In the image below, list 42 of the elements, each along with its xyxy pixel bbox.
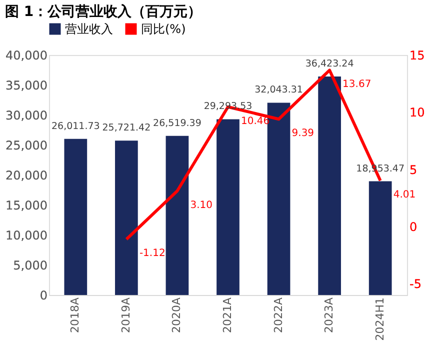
bar <box>216 119 240 295</box>
x-tick-label: 2023A <box>322 297 336 334</box>
data-label: 29,293.53 <box>204 101 252 112</box>
y-tick-label: 0 <box>40 288 48 302</box>
legend-label: 同比(%) <box>141 22 186 36</box>
y2-tick-label: 15 <box>410 48 425 62</box>
y2-tick-label: -5 <box>410 277 422 292</box>
y2-tick-label: 10 <box>410 106 425 120</box>
data-label: 26,519.39 <box>153 118 202 129</box>
data-label: 3.10 <box>190 200 212 211</box>
data-label: 13.67 <box>342 79 372 90</box>
legend-label: 营业收入 <box>65 22 113 36</box>
x-tick-label: 2019A <box>119 297 132 334</box>
x-tick-label: 2021A <box>221 297 234 334</box>
y-tick-label: 5,000 <box>13 258 48 272</box>
data-label: 9.39 <box>292 128 314 140</box>
bar <box>267 102 290 295</box>
bar <box>115 140 138 295</box>
y-tick-label: 35,000 <box>6 78 48 92</box>
y2-tick-label: 5 <box>410 162 418 177</box>
x-tick-label: 2018A <box>68 297 82 334</box>
y-tick-label: 25,000 <box>6 138 48 152</box>
y-tick-label: 10,000 <box>6 228 48 242</box>
x-tick-label: 2024H1 <box>373 298 386 341</box>
data-label: 32,043.31 <box>254 84 303 96</box>
x-tick-label: 2022A <box>272 297 285 334</box>
y-tick-label: 30,000 <box>6 108 48 122</box>
y2-tick-label: 0 <box>410 220 418 234</box>
x-tick-label: 2020A <box>170 297 184 334</box>
data-label: 4.01 <box>393 190 416 201</box>
data-label: -1.12 <box>139 248 166 260</box>
y-tick-label: 15,000 <box>6 198 48 212</box>
bar <box>318 76 341 295</box>
bar <box>166 136 189 295</box>
bar <box>368 181 392 295</box>
data-label: 36,423.24 <box>305 58 354 70</box>
bar <box>64 138 88 295</box>
chart-title: 图 1：公司营业收入（百万元） <box>5 4 202 20</box>
y-tick-label: 40,000 <box>6 48 48 62</box>
y-tick-label: 20,000 <box>6 168 48 182</box>
data-label: 26,011.73 <box>51 120 100 132</box>
data-label: 25,721.42 <box>102 122 151 134</box>
